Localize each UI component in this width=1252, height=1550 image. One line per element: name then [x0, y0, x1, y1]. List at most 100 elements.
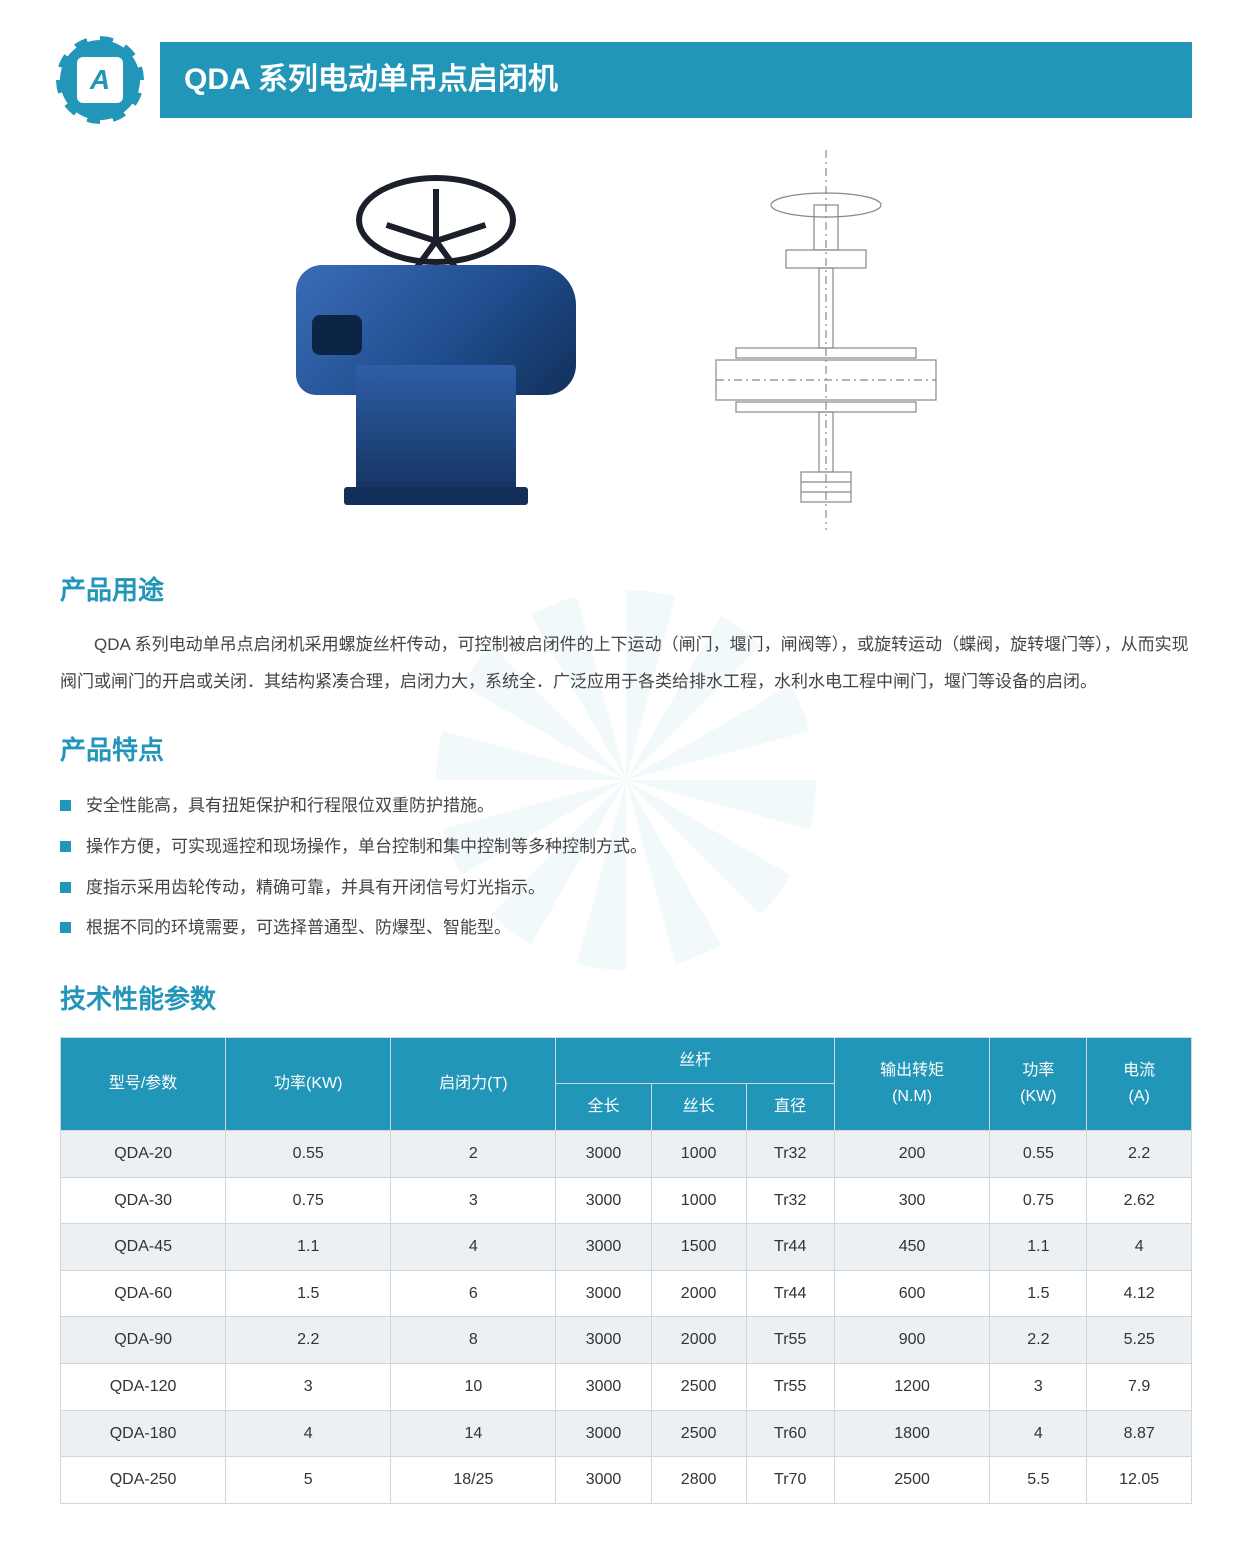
usage-description: QDA 系列电动单吊点启闭机采用螺旋丝杆传动，可控制被启闭件的上下运动（闸门，堰…: [60, 626, 1192, 701]
table-cell: 18/25: [391, 1457, 556, 1504]
table-cell: 1000: [651, 1130, 746, 1177]
usage-heading: 产品用途: [60, 570, 1192, 612]
table-cell: 3000: [556, 1130, 651, 1177]
table-cell: 3000: [556, 1270, 651, 1317]
table-cell: QDA-250: [61, 1457, 226, 1504]
table-cell: 3000: [556, 1317, 651, 1364]
table-cell: QDA-120: [61, 1363, 226, 1410]
table-cell: 3000: [556, 1177, 651, 1224]
feature-item: 操作方便，可实现遥控和现场操作，单台控制和集中控制等多种控制方式。: [60, 827, 1192, 868]
table-cell: 2000: [651, 1270, 746, 1317]
table-cell: QDA-60: [61, 1270, 226, 1317]
table-cell: 4.12: [1087, 1270, 1192, 1317]
table-cell: 2000: [651, 1317, 746, 1364]
page-header: A QDA 系列电动单吊点启闭机: [60, 40, 1192, 120]
table-cell: QDA-30: [61, 1177, 226, 1224]
table-row: QDA-601.5630002000Tr446001.54.12: [61, 1270, 1192, 1317]
product-images: [60, 150, 1192, 530]
table-cell: 5: [226, 1457, 391, 1504]
table-row: QDA-200.55230001000Tr322000.552.2: [61, 1130, 1192, 1177]
page-title: QDA 系列电动单吊点启闭机: [160, 42, 1192, 118]
th-screw-thread: 丝长: [651, 1084, 746, 1131]
table-cell: 7.9: [1087, 1363, 1192, 1410]
features-heading: 产品特点: [60, 730, 1192, 772]
table-cell: 4: [226, 1410, 391, 1457]
table-cell: 4: [391, 1224, 556, 1271]
table-cell: Tr55: [746, 1317, 834, 1364]
table-cell: 3: [391, 1177, 556, 1224]
feature-item: 安全性能高，具有扭矩保护和行程限位双重防护措施。: [60, 786, 1192, 827]
table-cell: QDA-90: [61, 1317, 226, 1364]
th-power: 功率 (KW): [990, 1037, 1087, 1130]
table-cell: 5.5: [990, 1457, 1087, 1504]
table-cell: 1800: [834, 1410, 990, 1457]
table-row: QDA-902.2830002000Tr559002.25.25: [61, 1317, 1192, 1364]
brand-logo: A: [60, 40, 140, 120]
table-cell: Tr32: [746, 1130, 834, 1177]
table-cell: Tr60: [746, 1410, 834, 1457]
table-cell: 1.1: [990, 1224, 1087, 1271]
table-cell: 1.1: [226, 1224, 391, 1271]
table-cell: 10: [391, 1363, 556, 1410]
table-cell: 1200: [834, 1363, 990, 1410]
table-cell: 3000: [556, 1457, 651, 1504]
table-cell: 3000: [556, 1410, 651, 1457]
table-cell: 3: [990, 1363, 1087, 1410]
table-cell: 1500: [651, 1224, 746, 1271]
table-cell: 0.75: [990, 1177, 1087, 1224]
table-cell: 0.75: [226, 1177, 391, 1224]
table-cell: 0.55: [990, 1130, 1087, 1177]
feature-item: 度指示采用齿轮传动，精确可靠，并具有开闭信号灯光指示。: [60, 868, 1192, 909]
table-cell: QDA-20: [61, 1130, 226, 1177]
table-row: QDA-18041430002500Tr60180048.87: [61, 1410, 1192, 1457]
table-cell: 5.25: [1087, 1317, 1192, 1364]
table-cell: 1000: [651, 1177, 746, 1224]
product-diagram: [696, 150, 956, 530]
table-cell: 6: [391, 1270, 556, 1317]
table-cell: Tr55: [746, 1363, 834, 1410]
table-cell: 2500: [651, 1363, 746, 1410]
table-cell: 1.5: [226, 1270, 391, 1317]
table-row: QDA-12031030002500Tr55120037.9: [61, 1363, 1192, 1410]
table-cell: 2500: [834, 1457, 990, 1504]
table-cell: 3000: [556, 1224, 651, 1271]
table-cell: Tr70: [746, 1457, 834, 1504]
table-cell: 4: [1087, 1224, 1192, 1271]
table-cell: 2.62: [1087, 1177, 1192, 1224]
table-row: QDA-250518/2530002800Tr7025005.512.05: [61, 1457, 1192, 1504]
th-screw-group: 丝杆: [556, 1037, 834, 1084]
table-cell: 600: [834, 1270, 990, 1317]
table-cell: 3000: [556, 1363, 651, 1410]
product-photo: [296, 175, 576, 505]
th-current: 电流 (A): [1087, 1037, 1192, 1130]
table-cell: 8: [391, 1317, 556, 1364]
table-cell: QDA-180: [61, 1410, 226, 1457]
table-cell: 2500: [651, 1410, 746, 1457]
table-cell: 4: [990, 1410, 1087, 1457]
table-cell: Tr32: [746, 1177, 834, 1224]
table-row: QDA-300.75330001000Tr323000.752.62: [61, 1177, 1192, 1224]
table-cell: QDA-45: [61, 1224, 226, 1271]
spec-heading: 技术性能参数: [60, 979, 1192, 1021]
table-cell: 2800: [651, 1457, 746, 1504]
table-cell: 12.05: [1087, 1457, 1192, 1504]
th-screw-dia: 直径: [746, 1084, 834, 1131]
table-cell: 2.2: [1087, 1130, 1192, 1177]
table-cell: Tr44: [746, 1224, 834, 1271]
table-cell: 200: [834, 1130, 990, 1177]
table-cell: 2.2: [226, 1317, 391, 1364]
feature-item: 根据不同的环境需要，可选择普通型、防爆型、智能型。: [60, 908, 1192, 949]
table-cell: 1.5: [990, 1270, 1087, 1317]
spec-table: 型号/参数 功率(KW) 启闭力(T) 丝杆 输出转矩 (N.M) 功率 (KW…: [60, 1037, 1192, 1504]
table-cell: 0.55: [226, 1130, 391, 1177]
table-cell: 300: [834, 1177, 990, 1224]
table-cell: Tr44: [746, 1270, 834, 1317]
table-row: QDA-451.1430001500Tr444501.14: [61, 1224, 1192, 1271]
table-cell: 14: [391, 1410, 556, 1457]
th-torque: 输出转矩 (N.M): [834, 1037, 990, 1130]
table-cell: 900: [834, 1317, 990, 1364]
table-cell: 3: [226, 1363, 391, 1410]
table-cell: 2.2: [990, 1317, 1087, 1364]
features-list: 安全性能高，具有扭矩保护和行程限位双重防护措施。 操作方便，可实现遥控和现场操作…: [60, 786, 1192, 949]
th-model: 型号/参数: [61, 1037, 226, 1130]
